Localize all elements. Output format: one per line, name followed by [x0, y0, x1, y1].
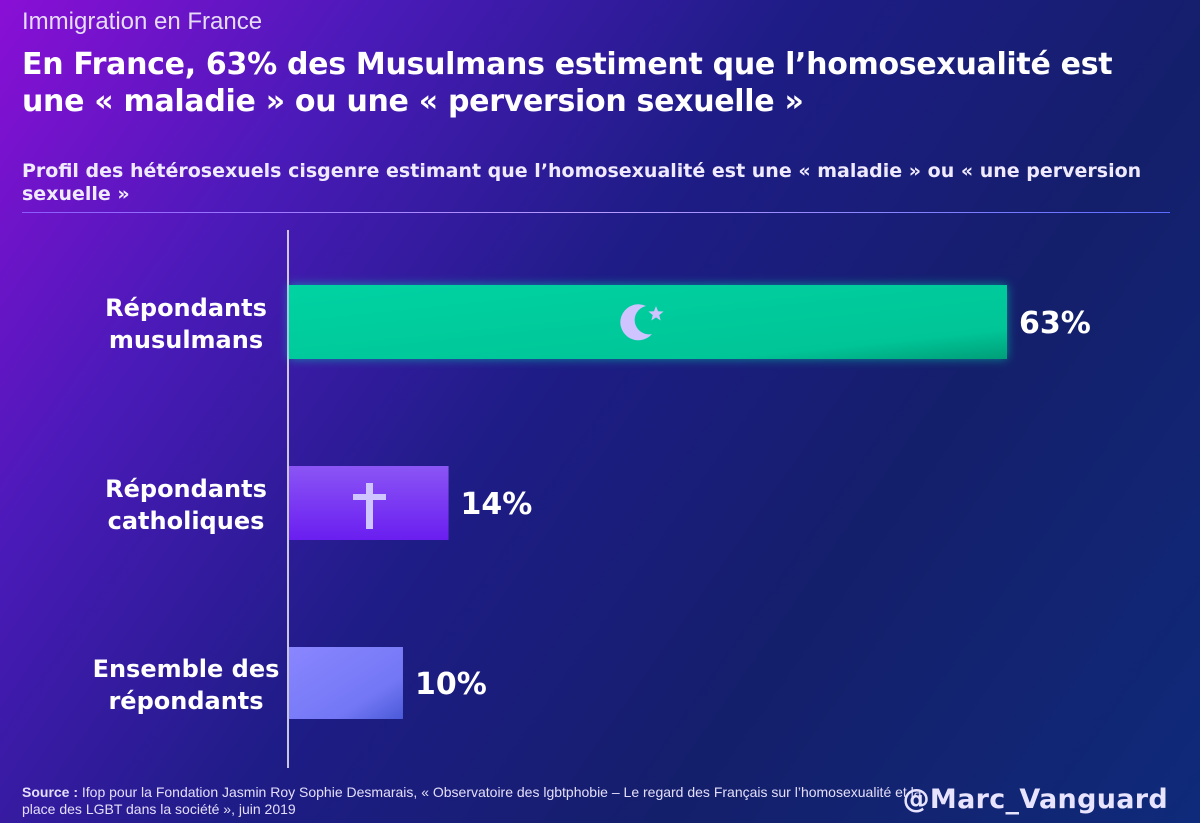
category-label: répondants [108, 687, 263, 715]
category-label: Répondants [105, 475, 267, 503]
chart-title: En France, 63% des Musulmans estiment qu… [22, 47, 1113, 119]
value-label: 10% [415, 667, 487, 702]
title-divider [22, 212, 1170, 213]
bar-0 [289, 285, 1007, 359]
crescent-star-icon [620, 304, 664, 341]
bar-2 [289, 647, 403, 719]
chart-subtitle: Profil des hétérosexuels cisgenre estima… [22, 160, 1142, 205]
category-label: musulmans [109, 326, 263, 354]
source-text: Ifop pour la Fondation Jasmin Roy Sophie… [22, 784, 922, 817]
bars-group: 63% Répondants musulmans 14% Répondants catho… [93, 285, 1091, 719]
kicker-text: Immigration en France [22, 8, 263, 35]
cross-icon [353, 483, 386, 529]
value-label: 14% [461, 487, 533, 522]
author-handle: @Marc_Vanguard [902, 784, 1168, 815]
category-label: Ensemble des [93, 655, 280, 683]
source-note: Source : Ifop pour la Fondation Jasmin R… [22, 784, 922, 818]
value-label: 63% [1019, 306, 1091, 341]
category-label: Répondants [105, 294, 267, 322]
category-label: catholiques [108, 507, 265, 535]
source-prefix: Source : [22, 784, 79, 800]
